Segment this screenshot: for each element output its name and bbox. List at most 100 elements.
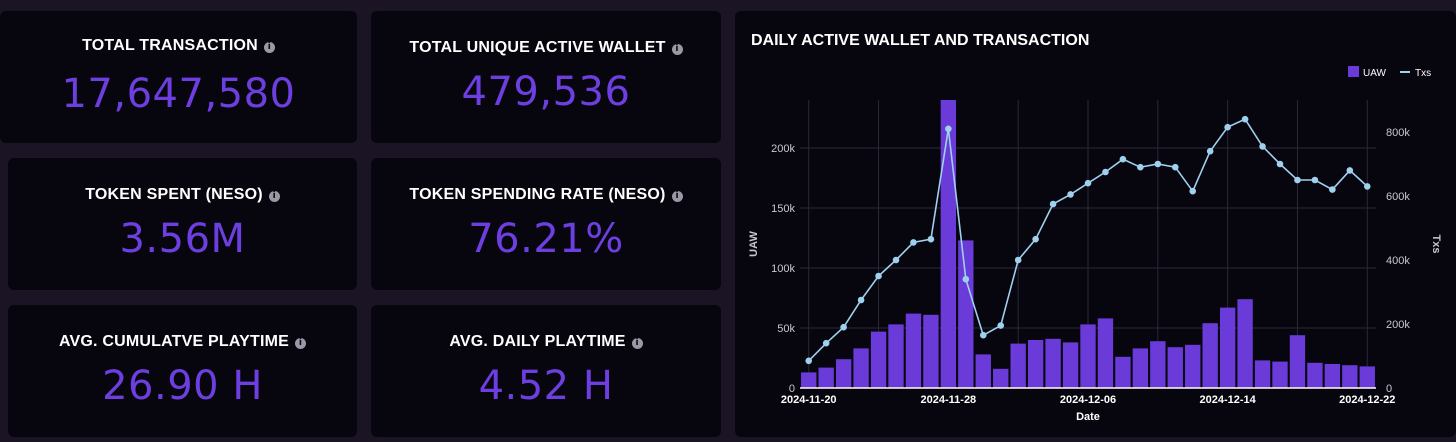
y2-tick-label: 400k xyxy=(1386,255,1410,267)
point-txs[interactable] xyxy=(979,331,987,339)
point-txs[interactable] xyxy=(1171,163,1179,171)
stat-value: 3.56M xyxy=(119,216,246,262)
info-icon[interactable]: i xyxy=(268,191,280,202)
info-icon[interactable]: i xyxy=(295,338,307,349)
x-tick-label: 2024-12-06 xyxy=(1060,394,1116,406)
bar-uaw[interactable] xyxy=(1097,318,1114,388)
y2-tick-label: 600k xyxy=(1386,191,1410,203)
point-txs[interactable] xyxy=(962,275,970,283)
x-tick-label: 2024-12-22 xyxy=(1339,394,1395,406)
legend-label-uaw: UAW xyxy=(1363,68,1387,79)
point-txs[interactable] xyxy=(1363,183,1371,190)
point-txs[interactable] xyxy=(1014,256,1022,264)
stat-value: 76.21% xyxy=(468,216,624,262)
point-txs[interactable] xyxy=(822,339,830,347)
bar-uaw[interactable] xyxy=(1185,344,1201,388)
bar-uaw[interactable] xyxy=(1115,356,1131,388)
stat-value: 4.52 H xyxy=(478,363,614,409)
point-txs[interactable] xyxy=(1049,200,1057,208)
bar-uaw[interactable] xyxy=(958,240,974,388)
point-txs[interactable] xyxy=(1259,143,1266,150)
bar-uaw[interactable] xyxy=(853,348,869,388)
bar-uaw[interactable] xyxy=(1254,360,1271,388)
bar-uaw[interactable] xyxy=(1150,341,1166,388)
point-txs[interactable] xyxy=(840,323,847,331)
point-txs[interactable] xyxy=(1137,163,1144,171)
point-txs[interactable] xyxy=(857,296,865,304)
y-tick-label: 150k xyxy=(771,203,795,215)
stat-value: 26.90 H xyxy=(102,363,263,409)
stat-title: TOKEN SPENDING RATE (NESO) xyxy=(409,186,666,203)
bar-uaw[interactable] xyxy=(940,100,957,388)
point-txs[interactable] xyxy=(927,235,935,243)
bar-uaw[interactable] xyxy=(923,314,939,388)
bar-uaw[interactable] xyxy=(1359,366,1375,388)
point-txs[interactable] xyxy=(1084,179,1092,187)
point-txs[interactable] xyxy=(1206,147,1214,155)
bar-uaw[interactable] xyxy=(1202,323,1218,388)
info-icon[interactable]: i xyxy=(671,191,683,202)
stat-title: TOTAL TRANSACTION xyxy=(82,37,258,54)
x-tick-label: 2024-11-28 xyxy=(921,394,977,406)
bar-uaw[interactable] xyxy=(835,359,852,388)
point-txs[interactable] xyxy=(1119,155,1127,163)
y2-axis-title: Txs xyxy=(1430,235,1442,254)
info-icon[interactable]: i xyxy=(263,42,275,53)
bar-uaw[interactable] xyxy=(1342,365,1358,388)
stat-card-avg-cumulative-playtime: AVG. CUMULATVE PLAYTIME i 26.90 H xyxy=(8,305,357,437)
bar-uaw[interactable] xyxy=(1010,343,1026,388)
bar-uaw[interactable] xyxy=(801,372,817,388)
point-txs[interactable] xyxy=(1224,123,1231,131)
point-txs[interactable] xyxy=(1189,187,1197,195)
bar-uaw[interactable] xyxy=(818,367,834,388)
bar-uaw[interactable] xyxy=(1132,348,1149,388)
chart-title: DAILY ACTIVE WALLET AND TRANSACTION xyxy=(751,32,1090,49)
bar-uaw[interactable] xyxy=(1219,307,1236,388)
bar-uaw[interactable] xyxy=(1062,342,1079,388)
bar-uaw[interactable] xyxy=(1289,335,1306,388)
info-icon[interactable]: i xyxy=(671,44,683,55)
point-txs[interactable] xyxy=(1032,235,1039,243)
bar-uaw[interactable] xyxy=(1045,338,1061,388)
point-txs[interactable] xyxy=(1154,160,1162,168)
point-txs[interactable] xyxy=(1329,186,1336,193)
bar-uaw[interactable] xyxy=(888,324,904,388)
point-txs[interactable] xyxy=(1276,160,1284,168)
bar-uaw[interactable] xyxy=(905,313,922,388)
bar-uaw[interactable] xyxy=(1027,340,1044,388)
bar-uaw[interactable] xyxy=(1237,299,1253,388)
combo-chart[interactable]: 0 50k 100k 150k 200k 0 200k 400k 600k 800k 2024-11… xyxy=(735,11,1456,437)
bar-uaw[interactable] xyxy=(1307,362,1323,388)
point-txs[interactable] xyxy=(892,256,900,264)
y-tick-label: 100k xyxy=(771,263,795,275)
stat-card-total-unique-active-wallet: TOTAL UNIQUE ACTIVE WALLET i 479,536 xyxy=(371,11,721,143)
x-tick-label: 2024-12-14 xyxy=(1199,394,1256,406)
point-txs[interactable] xyxy=(805,357,813,365)
info-icon[interactable]: i xyxy=(631,338,643,349)
point-txs[interactable] xyxy=(945,125,952,133)
bar-uaw[interactable] xyxy=(975,354,991,388)
point-txs[interactable] xyxy=(1102,168,1109,176)
point-txs[interactable] xyxy=(1241,115,1249,123)
point-txs[interactable] xyxy=(1294,176,1301,184)
y2-tick-label: 0 xyxy=(1386,383,1392,395)
point-txs[interactable] xyxy=(1067,191,1074,198)
bar-uaw[interactable] xyxy=(870,331,887,388)
point-txs[interactable] xyxy=(875,272,882,280)
bar-uaw[interactable] xyxy=(993,368,1009,388)
chart-card: DAILY ACTIVE WALLET AND TRANSACTION 0 50k… xyxy=(735,11,1456,437)
bar-uaw[interactable] xyxy=(1272,361,1288,388)
point-txs[interactable] xyxy=(1346,167,1354,174)
point-txs[interactable] xyxy=(997,322,1005,329)
stat-title: TOKEN SPENT (NESO) xyxy=(85,186,263,203)
stat-card-avg-daily-playtime: AVG. DAILY PLAYTIME i 4.52 H xyxy=(371,305,721,437)
bar-uaw[interactable] xyxy=(1167,347,1183,388)
y-tick-label: 0 xyxy=(789,383,795,395)
bar-uaw[interactable] xyxy=(1324,364,1341,388)
point-txs[interactable] xyxy=(1311,176,1319,184)
stat-value: 17,647,580 xyxy=(61,71,296,117)
legend-swatch-uaw xyxy=(1348,66,1359,77)
point-txs[interactable] xyxy=(910,239,917,246)
y2-tick-label: 800k xyxy=(1386,127,1410,139)
bar-uaw[interactable] xyxy=(1080,324,1096,388)
